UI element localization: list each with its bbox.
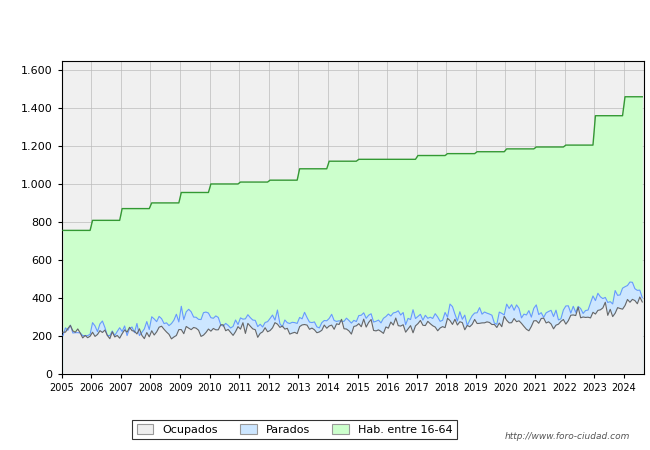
Text: http://www.foro-ciudad.com: http://www.foro-ciudad.com xyxy=(505,432,630,441)
Legend: Ocupados, Parados, Hab. entre 16-64: Ocupados, Parados, Hab. entre 16-64 xyxy=(132,420,457,439)
Text: Olocau - Evolucion de la poblacion en edad de Trabajar Agosto de 2024: Olocau - Evolucion de la poblacion en ed… xyxy=(58,20,592,33)
